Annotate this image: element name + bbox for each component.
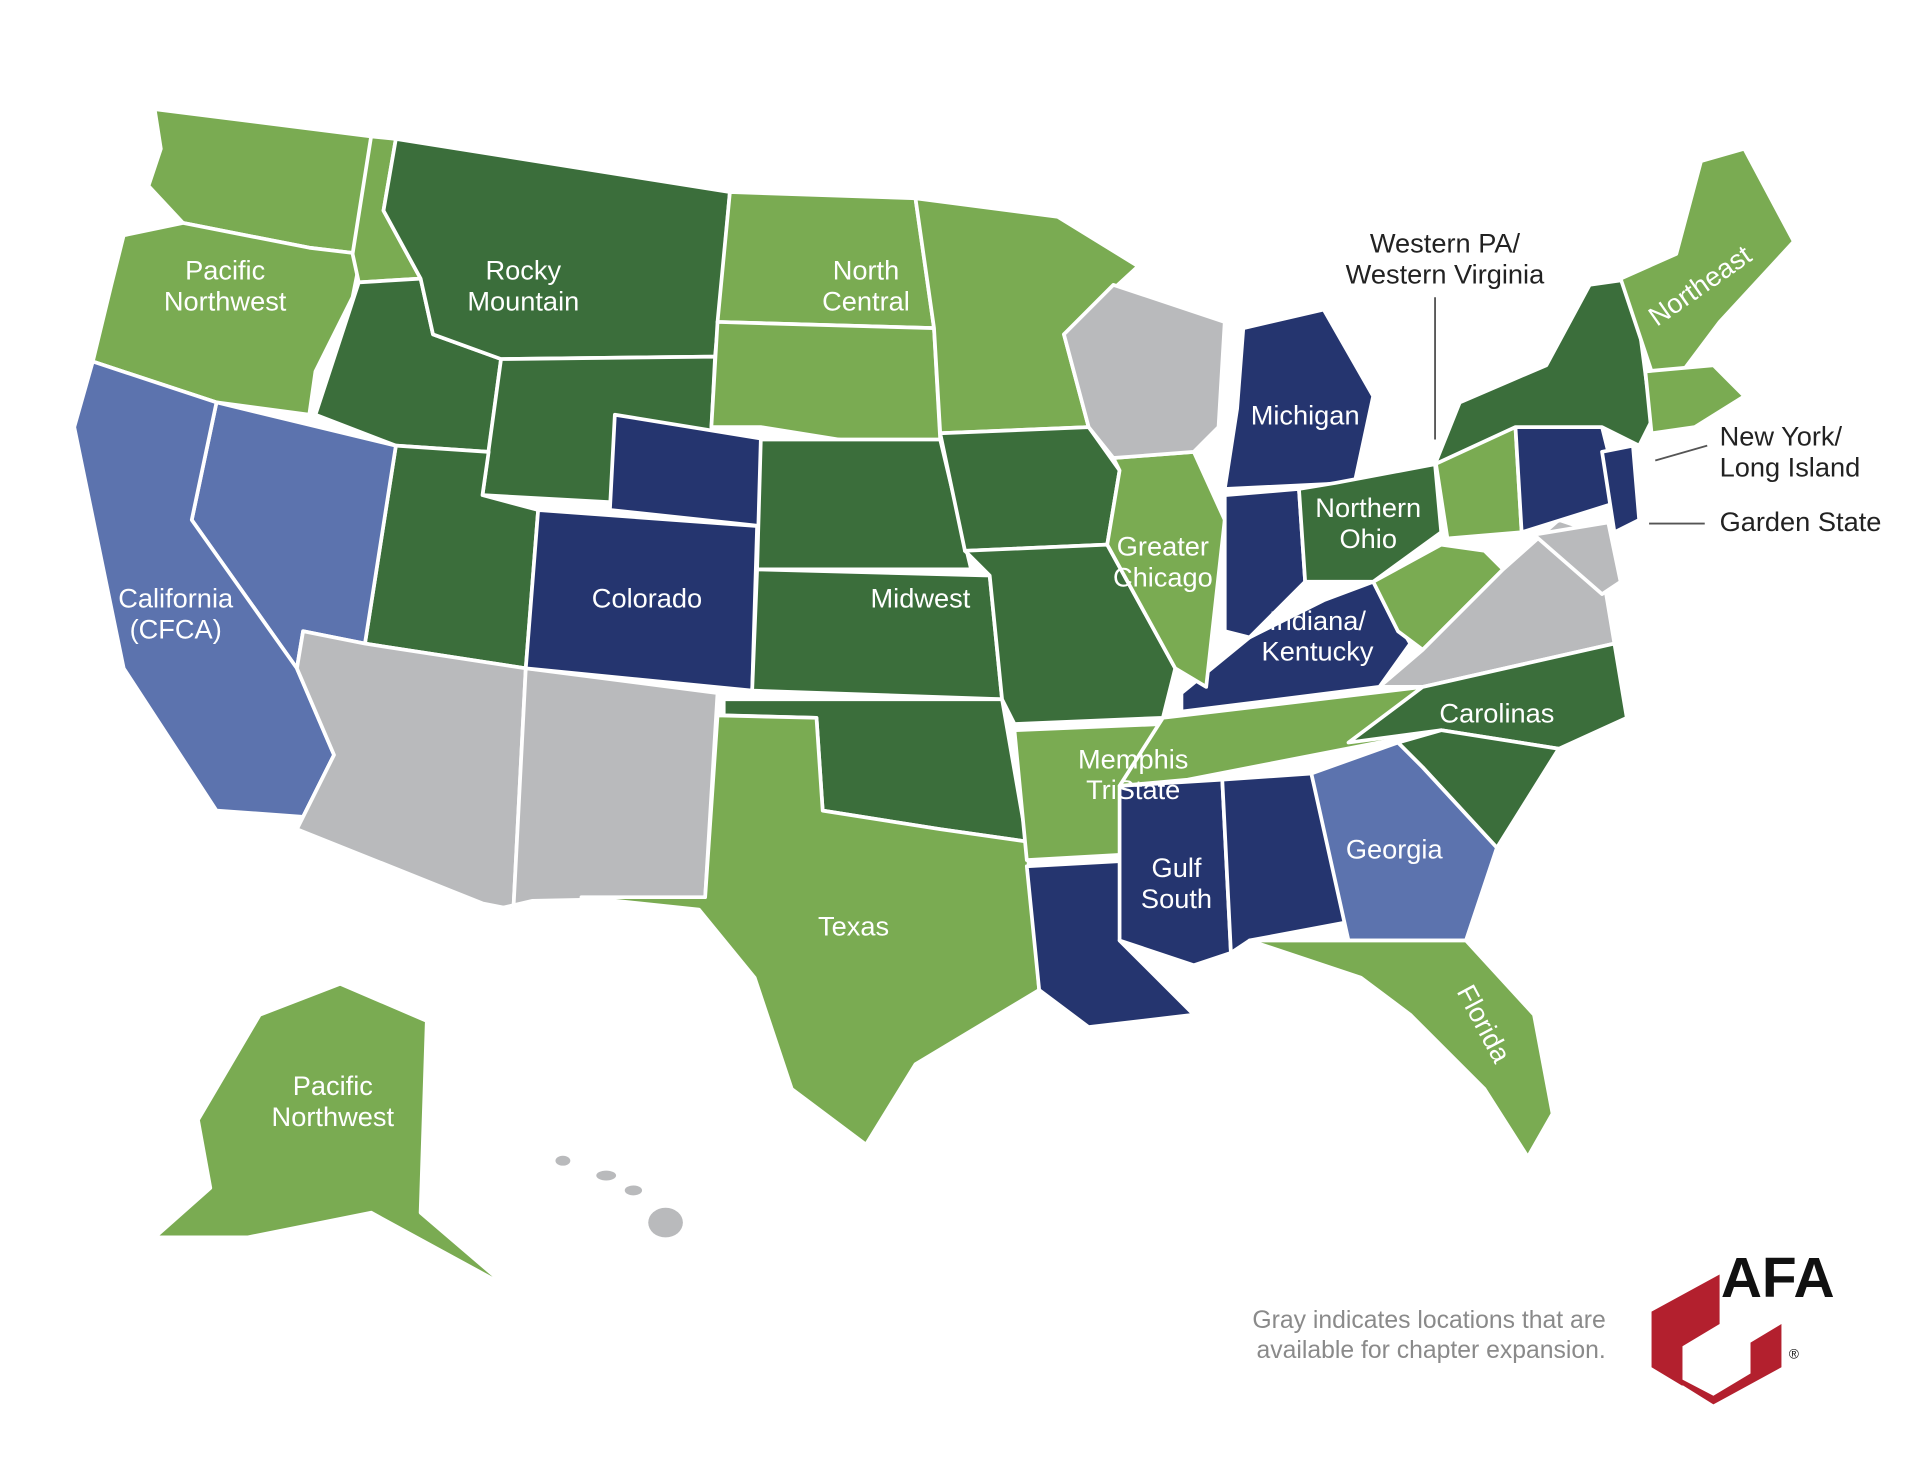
state xyxy=(1297,462,1444,584)
region-label: (CFCA) xyxy=(130,613,222,644)
region-label: Western Virginia xyxy=(1346,258,1545,289)
state xyxy=(1105,449,1227,689)
region-label: Central xyxy=(822,286,910,317)
region-label: Chicago xyxy=(1113,561,1213,592)
state xyxy=(1532,520,1623,596)
region-label: Kentucky xyxy=(1262,636,1374,667)
region-label: Midwest xyxy=(871,582,971,613)
state xyxy=(938,425,1122,553)
region-label: Pacific xyxy=(185,255,265,286)
region-label: Indiana/ xyxy=(1269,605,1366,636)
state xyxy=(295,629,528,912)
region-label: Northwest xyxy=(164,286,287,317)
region-label: Garden State xyxy=(1720,506,1882,537)
region-label: South xyxy=(1141,883,1212,914)
state xyxy=(579,713,1042,1147)
region-label: Ohio xyxy=(1340,523,1397,554)
state xyxy=(1062,282,1227,460)
logo-shape xyxy=(1651,1274,1720,1386)
leader-line xyxy=(1655,444,1708,462)
state xyxy=(492,666,720,912)
state xyxy=(90,221,364,417)
state xyxy=(1643,363,1747,436)
region-label: Michigan xyxy=(1251,399,1360,430)
region-label: Western PA/ xyxy=(1370,227,1521,258)
region-label: Mountain xyxy=(467,286,579,317)
region-label: Northwest xyxy=(272,1101,395,1132)
region-label: Rocky xyxy=(486,255,562,286)
island xyxy=(624,1185,643,1196)
state xyxy=(381,137,732,361)
state xyxy=(755,437,973,572)
region-label: New York/ xyxy=(1720,420,1843,451)
state xyxy=(152,981,510,1289)
region-label: Gulf xyxy=(1152,852,1202,883)
state xyxy=(1433,276,1654,467)
region-label: Long Island xyxy=(1720,451,1861,482)
region-label: Greater xyxy=(1117,531,1209,562)
island xyxy=(555,1155,571,1166)
region-label: Memphis xyxy=(1078,743,1188,774)
logo-text: AFA xyxy=(1721,1246,1835,1310)
region-label: North xyxy=(833,255,900,286)
state xyxy=(1117,777,1233,968)
state xyxy=(1247,938,1555,1159)
region-label: Georgia xyxy=(1346,834,1444,865)
note: Gray indicates locations that are xyxy=(1252,1307,1605,1334)
state xyxy=(1220,771,1351,955)
state xyxy=(1600,443,1642,535)
logo: AFA ® xyxy=(1651,1246,1835,1405)
region-label: Northern xyxy=(1315,492,1421,523)
state xyxy=(608,412,769,528)
state xyxy=(1222,487,1308,640)
island xyxy=(648,1207,683,1238)
labels: PacificNorthwestRockyMountainNorthCentra… xyxy=(118,227,1881,1131)
logo-mark: ® xyxy=(1789,1347,1799,1362)
region-label: TriState xyxy=(1086,774,1180,805)
island xyxy=(596,1170,617,1181)
state xyxy=(1117,685,1425,788)
region-label: California xyxy=(118,582,234,613)
states xyxy=(72,107,1796,1289)
state xyxy=(709,320,943,454)
region-label: Carolinas xyxy=(1439,698,1554,729)
region-label: Colorado xyxy=(592,582,702,613)
logo-shape xyxy=(1663,1324,1782,1405)
note: available for chapter expansion. xyxy=(1257,1337,1606,1364)
region-label: Texas xyxy=(818,910,889,941)
region-label: Pacific xyxy=(293,1070,373,1101)
